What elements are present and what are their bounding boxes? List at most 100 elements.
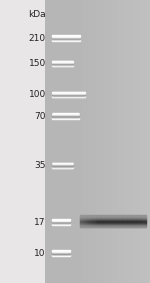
Bar <box>105 215 106 216</box>
Bar <box>102 219 103 220</box>
Bar <box>99 216 100 217</box>
Bar <box>85 221 86 222</box>
Bar <box>139 224 140 225</box>
Bar <box>105 221 106 222</box>
Bar <box>101 216 102 217</box>
Bar <box>112 219 113 220</box>
Bar <box>111 222 112 223</box>
Bar <box>136 218 137 219</box>
Bar <box>134 219 135 220</box>
Bar <box>52 223 70 224</box>
Bar <box>133 222 134 223</box>
Bar <box>80 218 81 219</box>
Bar <box>145 215 146 216</box>
Bar <box>112 226 113 227</box>
Bar <box>82 220 83 221</box>
Bar <box>92 224 93 225</box>
Bar <box>100 217 101 218</box>
Bar <box>111 219 112 220</box>
Bar <box>119 215 120 216</box>
Bar <box>83 222 84 223</box>
Bar <box>111 226 112 227</box>
Bar <box>98 223 99 224</box>
Bar <box>102 223 103 224</box>
Bar <box>81 224 82 225</box>
Bar <box>110 220 111 221</box>
Bar <box>144 216 145 217</box>
Bar <box>101 217 102 218</box>
Bar <box>83 226 84 227</box>
Bar <box>104 219 105 220</box>
Bar <box>139 221 140 222</box>
Bar <box>84 224 85 225</box>
Bar <box>136 221 137 222</box>
Bar <box>143 217 144 218</box>
Bar <box>136 215 137 216</box>
Bar <box>52 118 79 119</box>
Bar <box>97 222 98 223</box>
Bar <box>141 218 142 219</box>
Bar <box>92 221 93 222</box>
Bar <box>92 225 93 226</box>
Bar <box>126 218 127 219</box>
Bar <box>137 223 138 224</box>
Bar <box>140 222 141 223</box>
Bar <box>138 226 139 227</box>
Bar <box>101 220 102 221</box>
Bar <box>129 223 130 224</box>
Bar <box>88 224 89 225</box>
Bar <box>134 217 135 218</box>
Bar <box>139 222 140 223</box>
Bar <box>142 218 143 219</box>
Bar <box>83 225 84 226</box>
Bar <box>118 217 119 218</box>
Bar <box>144 218 145 219</box>
Bar <box>82 218 83 219</box>
Bar <box>119 223 120 224</box>
Bar <box>106 216 107 217</box>
Bar <box>91 219 92 220</box>
Bar <box>88 223 89 224</box>
Bar <box>115 226 116 227</box>
Bar <box>139 216 140 217</box>
Bar <box>115 224 116 225</box>
Bar <box>121 223 122 224</box>
Bar <box>103 221 104 222</box>
Bar <box>141 215 142 216</box>
Bar <box>128 226 129 227</box>
Bar <box>123 218 124 219</box>
Bar <box>120 220 121 221</box>
Bar <box>80 225 81 226</box>
Bar <box>138 223 139 224</box>
Bar <box>89 218 90 219</box>
Bar <box>138 219 139 220</box>
Bar <box>85 216 86 217</box>
Bar <box>86 224 87 225</box>
Bar <box>120 219 121 220</box>
Bar <box>107 226 108 227</box>
Bar <box>142 225 143 226</box>
Bar <box>127 215 128 216</box>
Bar <box>99 218 100 219</box>
Bar <box>135 221 136 222</box>
Bar <box>139 219 140 220</box>
Bar <box>122 219 123 220</box>
Bar <box>120 217 121 218</box>
Bar <box>144 215 145 216</box>
Bar <box>135 218 136 219</box>
Bar <box>92 219 93 220</box>
Bar <box>143 221 144 222</box>
Bar <box>91 222 92 223</box>
Bar <box>126 215 127 216</box>
Bar <box>123 219 124 220</box>
Bar <box>52 115 79 116</box>
Bar <box>102 217 103 218</box>
Bar <box>105 226 106 227</box>
Bar <box>87 225 88 226</box>
Text: 150: 150 <box>28 59 46 68</box>
Bar <box>100 226 101 227</box>
Bar <box>103 216 104 217</box>
Bar <box>109 215 110 216</box>
Bar <box>114 216 115 217</box>
Bar <box>109 216 110 217</box>
